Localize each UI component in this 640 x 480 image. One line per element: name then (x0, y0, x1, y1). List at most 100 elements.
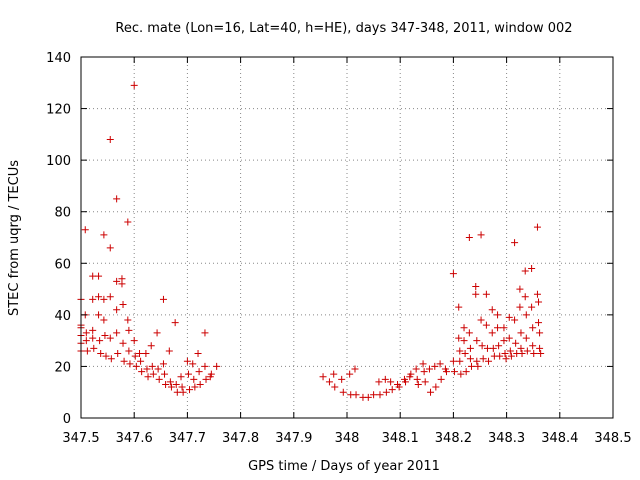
data-point (479, 355, 487, 363)
data-point (89, 295, 97, 303)
data-point (124, 218, 132, 226)
data-point (462, 368, 470, 376)
x-axis-title: GPS time / Days of year 2011 (248, 459, 440, 474)
data-point (465, 234, 473, 241)
data-point (425, 365, 433, 373)
x-tick-label: 347.9 (275, 431, 312, 446)
data-point (178, 383, 186, 391)
data-point (483, 344, 491, 352)
data-point (143, 365, 151, 373)
data-point (522, 334, 530, 342)
data-point (388, 386, 396, 394)
data-point (149, 370, 157, 378)
data-point (338, 375, 346, 383)
y-tick-label: 20 (54, 360, 71, 375)
data-point (101, 331, 109, 339)
data-point (516, 303, 524, 311)
data-point (485, 357, 493, 365)
data-point (325, 378, 333, 386)
data-point (472, 290, 480, 298)
data-point (488, 329, 496, 337)
data-point (521, 267, 529, 275)
data-point (518, 350, 526, 358)
data-point (496, 352, 504, 360)
data-point (456, 347, 464, 355)
data-point (500, 337, 508, 345)
data-point (100, 231, 108, 239)
data-point (381, 375, 389, 383)
data-point (529, 324, 537, 332)
data-point (120, 357, 128, 365)
data-point (473, 357, 481, 365)
tick-labels: 347.5 347.6 347.7 347.8 347.9 348 348.1 348.2 34… (46, 51, 631, 446)
data-point (516, 285, 524, 293)
data-point (521, 293, 529, 301)
y-tick-label: 140 (46, 51, 71, 66)
data-point (89, 272, 97, 280)
data-point (130, 81, 138, 89)
data-point (106, 293, 114, 301)
data-point (113, 306, 121, 314)
data-point (457, 370, 465, 378)
data-point (213, 362, 221, 370)
data-point (186, 386, 194, 394)
data-point (473, 337, 481, 345)
data-point (395, 383, 403, 391)
data-point (159, 360, 167, 368)
data-point (100, 295, 108, 303)
data-point (131, 352, 139, 360)
data-point (465, 329, 473, 337)
data-point (488, 306, 496, 314)
data-point (89, 334, 97, 342)
data-point (419, 360, 427, 368)
data-point (95, 293, 103, 301)
data-point (136, 350, 144, 358)
data-point (437, 375, 445, 383)
data-point (414, 380, 422, 388)
data-point (537, 350, 545, 358)
data-point (90, 344, 98, 352)
data-point (455, 334, 463, 342)
data-point (339, 388, 347, 396)
data-point (533, 290, 541, 298)
data-point (161, 370, 169, 378)
x-tick-label: 347.7 (169, 431, 206, 446)
data-point (536, 329, 544, 337)
data-point (507, 352, 515, 360)
data-point (351, 365, 359, 373)
data-point (171, 319, 179, 327)
data-point (474, 362, 482, 370)
data-point (420, 368, 428, 376)
data-point (184, 370, 192, 378)
data-point (472, 282, 480, 290)
y-tick-label: 60 (54, 257, 71, 272)
data-point (494, 324, 502, 332)
data-point (421, 378, 429, 386)
data-point (125, 347, 133, 355)
data-point (173, 388, 181, 396)
data-point (505, 313, 513, 321)
data-point (382, 388, 390, 396)
y-tick-label: 40 (54, 309, 71, 324)
data-point (153, 329, 161, 337)
x-tick-label: 348.2 (435, 431, 472, 446)
data-point (461, 350, 469, 358)
data-point (196, 380, 204, 388)
data-point (119, 339, 127, 347)
data-point (100, 316, 108, 324)
data-point (402, 378, 410, 386)
data-point (494, 311, 502, 319)
data-point (202, 375, 210, 383)
data-point (165, 347, 173, 355)
data-point (137, 357, 145, 365)
data-point (431, 362, 439, 370)
data-point (450, 368, 458, 376)
data-point (138, 368, 146, 376)
data-point (436, 360, 444, 368)
data-point (95, 272, 103, 280)
data-point (106, 136, 114, 144)
data-point (114, 350, 122, 358)
data-point (512, 339, 520, 347)
data-point (502, 355, 510, 363)
data-point (179, 388, 187, 396)
